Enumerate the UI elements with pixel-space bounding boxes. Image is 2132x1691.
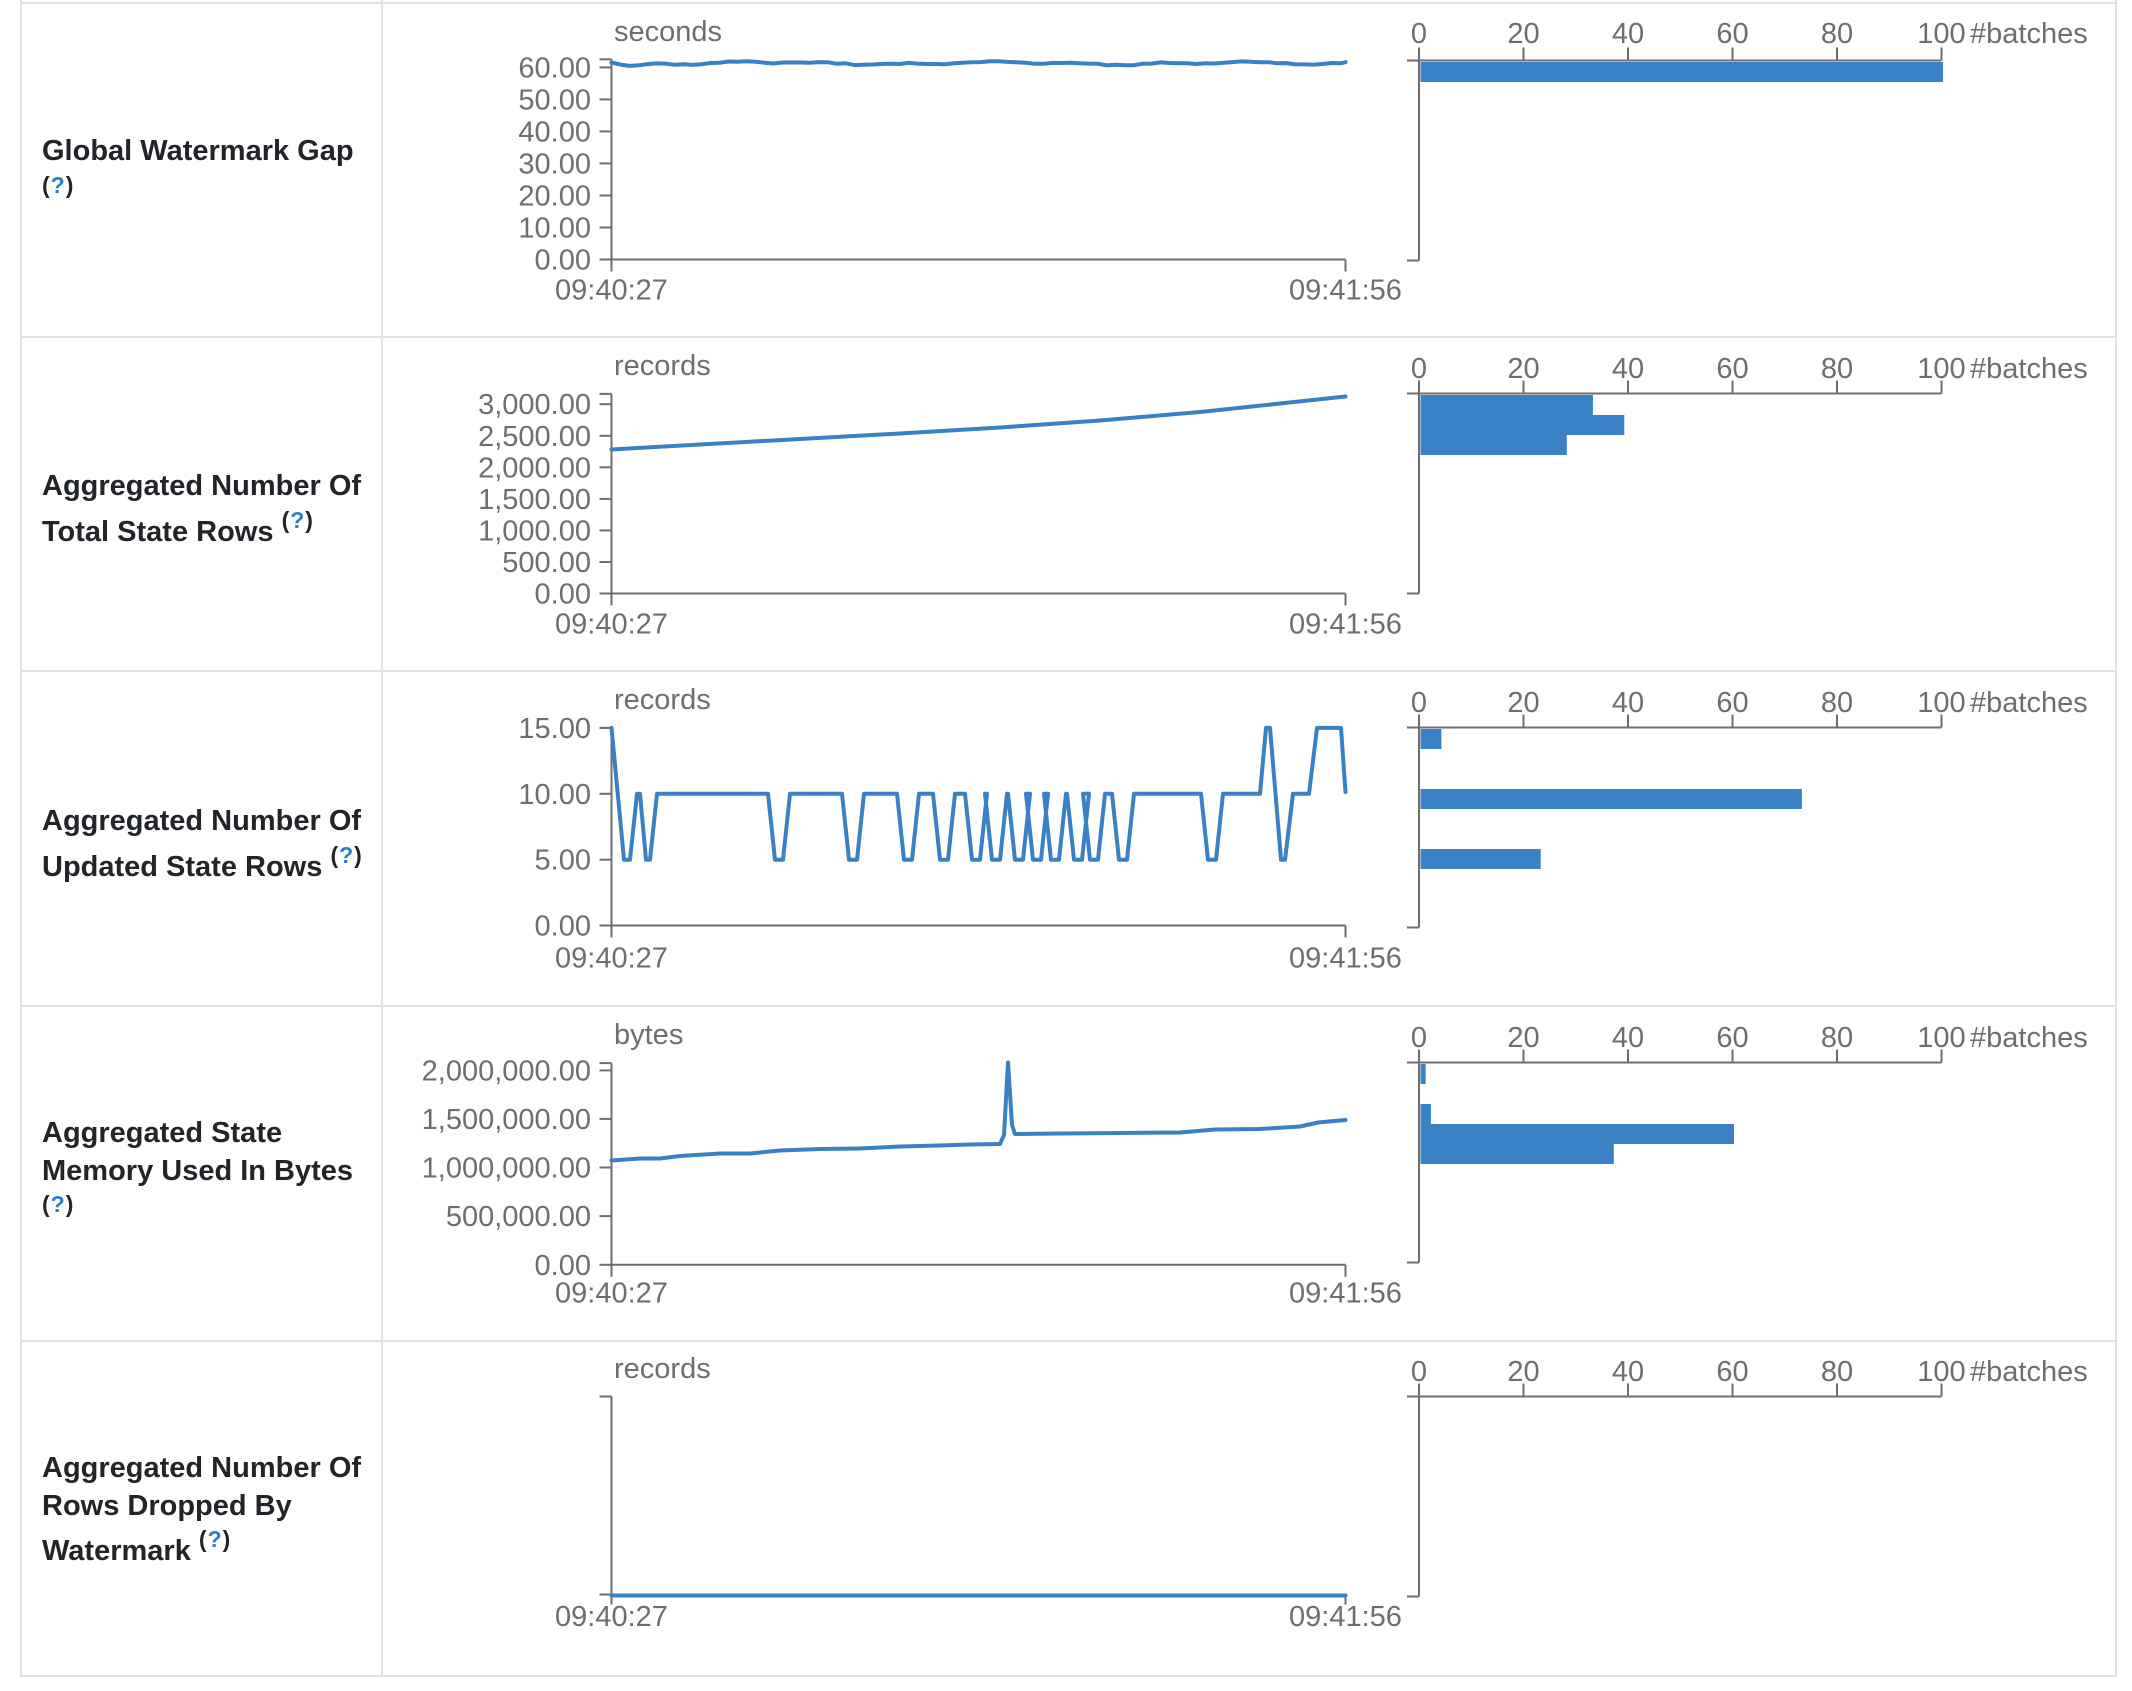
svg-text:40: 40 <box>1612 687 1644 719</box>
svg-text:1,500.00: 1,500.00 <box>478 484 591 516</box>
svg-text:60: 60 <box>1716 687 1748 719</box>
svg-text:1,000,000.00: 1,000,000.00 <box>422 1153 591 1185</box>
svg-text:records: records <box>614 684 711 716</box>
svg-text:seconds: seconds <box>614 16 722 48</box>
svg-text:bytes: bytes <box>614 1019 683 1051</box>
svg-text:80: 80 <box>1821 18 1853 50</box>
svg-text:5.00: 5.00 <box>535 845 591 877</box>
svg-text:80: 80 <box>1821 353 1853 385</box>
svg-text:09:40:27: 09:40:27 <box>555 1278 668 1310</box>
svg-text:records: records <box>614 1353 711 1385</box>
svg-text:#batches: #batches <box>1970 687 2088 719</box>
svg-text:20.00: 20.00 <box>518 181 591 213</box>
svg-text:40: 40 <box>1612 353 1644 385</box>
svg-text:60: 60 <box>1716 1356 1748 1388</box>
svg-text:80: 80 <box>1821 687 1853 719</box>
svg-text:30.00: 30.00 <box>518 148 591 180</box>
svg-text:15.00: 15.00 <box>518 713 591 745</box>
svg-text:40: 40 <box>1612 1356 1644 1388</box>
svg-text:40.00: 40.00 <box>518 116 591 148</box>
svg-text:100: 100 <box>1917 18 1965 50</box>
svg-text:100: 100 <box>1917 1356 1965 1388</box>
svg-text:0.00: 0.00 <box>535 1250 591 1282</box>
svg-text:09:41:56: 09:41:56 <box>1289 1278 1402 1310</box>
svg-text:20: 20 <box>1507 1022 1539 1054</box>
svg-text:#batches: #batches <box>1970 353 2088 385</box>
svg-text:80: 80 <box>1821 1356 1853 1388</box>
svg-text:10.00: 10.00 <box>518 779 591 811</box>
svg-text:20: 20 <box>1507 353 1539 385</box>
svg-text:0.00: 0.00 <box>535 911 591 943</box>
svg-text:500.00: 500.00 <box>502 547 591 579</box>
svg-text:09:41:56: 09:41:56 <box>1289 609 1402 641</box>
svg-text:records: records <box>614 350 711 382</box>
svg-text:#batches: #batches <box>1970 1356 2088 1388</box>
svg-text:20: 20 <box>1507 1356 1539 1388</box>
svg-text:2,000,000.00: 2,000,000.00 <box>422 1055 591 1087</box>
svg-text:09:41:56: 09:41:56 <box>1289 275 1402 307</box>
svg-text:09:40:27: 09:40:27 <box>555 943 668 975</box>
svg-text:1,500,000.00: 1,500,000.00 <box>422 1104 591 1136</box>
svg-text:0.00: 0.00 <box>535 245 591 277</box>
svg-text:60: 60 <box>1716 353 1748 385</box>
svg-text:0: 0 <box>1411 18 1427 50</box>
svg-text:0: 0 <box>1411 687 1427 719</box>
svg-text:09:41:56: 09:41:56 <box>1289 1601 1402 1633</box>
svg-text:40: 40 <box>1612 18 1644 50</box>
svg-text:1,000.00: 1,000.00 <box>478 515 591 547</box>
svg-text:10.00: 10.00 <box>518 213 591 245</box>
svg-text:09:40:27: 09:40:27 <box>555 1601 668 1633</box>
svg-text:0.00: 0.00 <box>535 579 591 611</box>
svg-text:100: 100 <box>1917 353 1965 385</box>
svg-text:0: 0 <box>1411 1022 1427 1054</box>
svg-text:80: 80 <box>1821 1022 1853 1054</box>
svg-text:0: 0 <box>1411 1356 1427 1388</box>
svg-text:20: 20 <box>1507 687 1539 719</box>
svg-text:500,000.00: 500,000.00 <box>446 1201 591 1233</box>
svg-text:#batches: #batches <box>1970 1022 2088 1054</box>
svg-text:3,000.00: 3,000.00 <box>478 389 591 421</box>
svg-text:40: 40 <box>1612 1022 1644 1054</box>
svg-text:50.00: 50.00 <box>518 84 591 116</box>
svg-text:2,000.00: 2,000.00 <box>478 452 591 484</box>
svg-text:60.00: 60.00 <box>518 52 591 84</box>
svg-text:100: 100 <box>1917 687 1965 719</box>
svg-text:2,500.00: 2,500.00 <box>478 421 591 453</box>
svg-text:09:40:27: 09:40:27 <box>555 275 668 307</box>
svg-text:#batches: #batches <box>1970 18 2088 50</box>
svg-text:60: 60 <box>1716 1022 1748 1054</box>
svg-text:0: 0 <box>1411 353 1427 385</box>
svg-text:100: 100 <box>1917 1022 1965 1054</box>
svg-text:60: 60 <box>1716 18 1748 50</box>
svg-text:20: 20 <box>1507 18 1539 50</box>
svg-text:09:40:27: 09:40:27 <box>555 609 668 641</box>
svg-text:09:41:56: 09:41:56 <box>1289 943 1402 975</box>
